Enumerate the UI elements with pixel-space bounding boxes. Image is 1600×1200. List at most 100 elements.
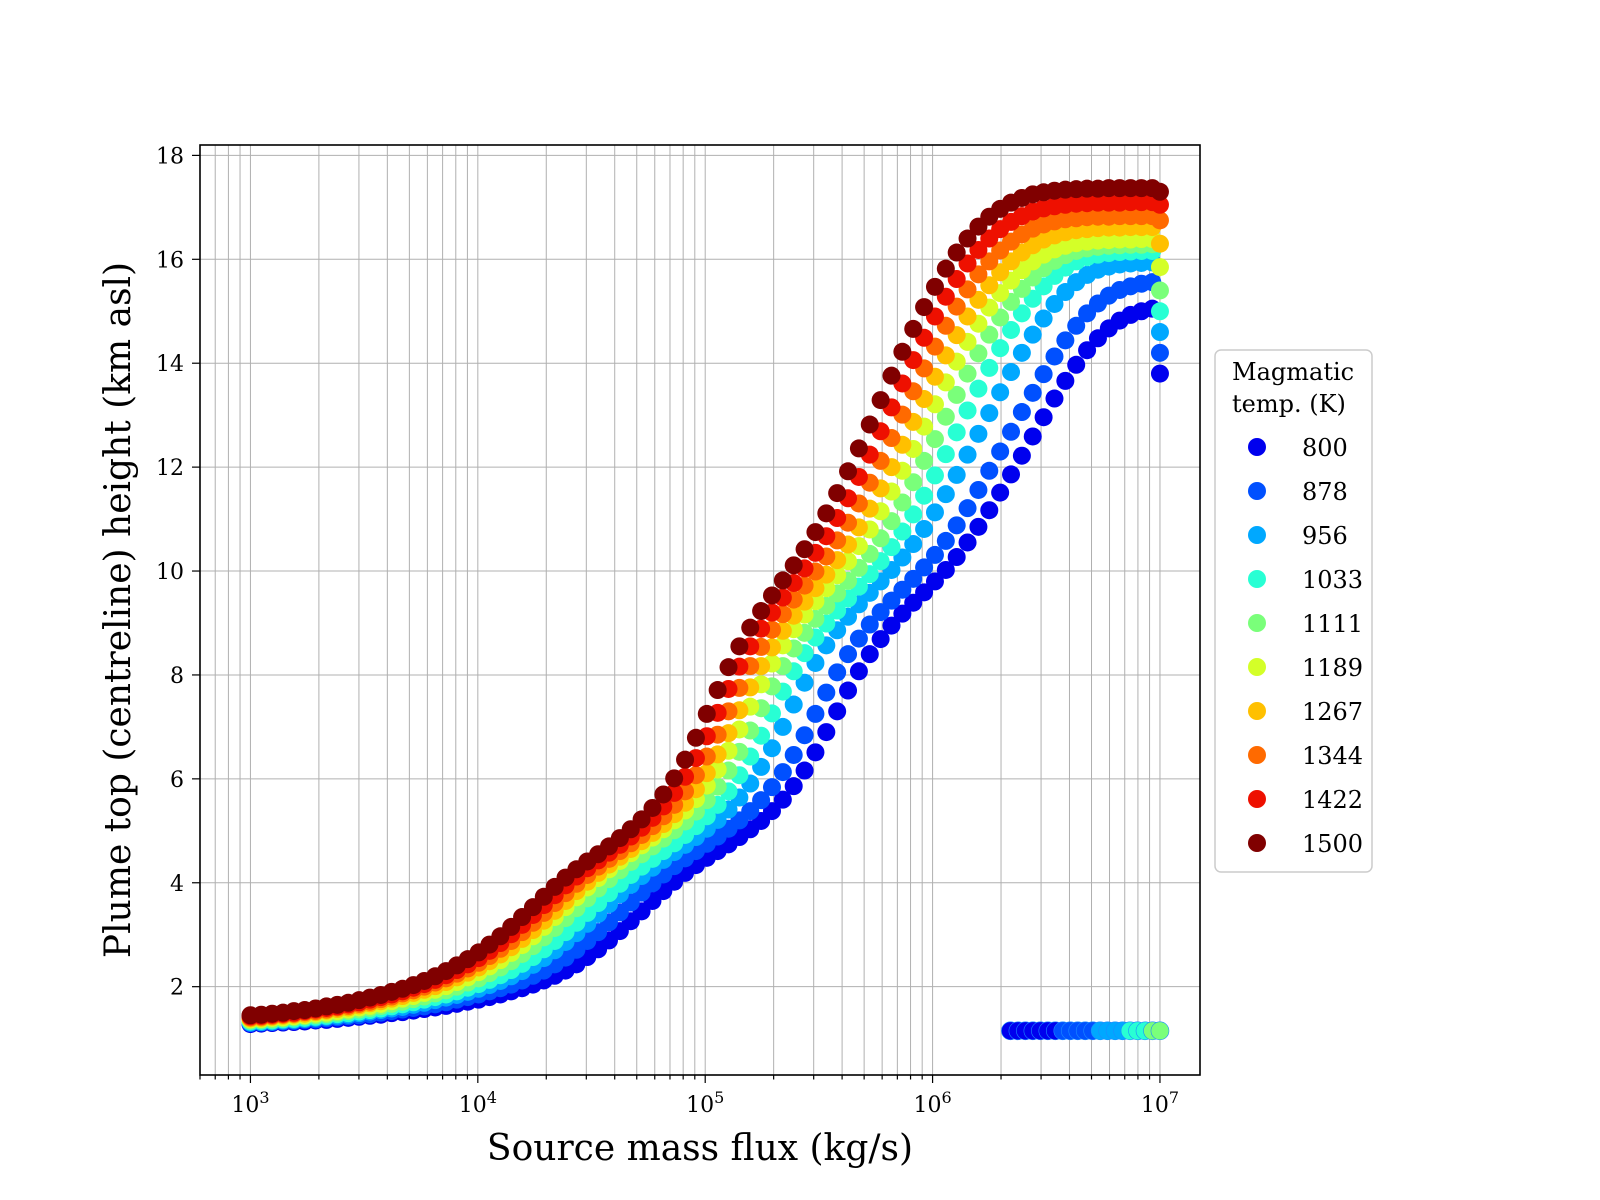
x-tick-label: 104 [459, 1088, 497, 1118]
data-point [1150, 195, 1169, 214]
x-tick-label: 107 [1141, 1088, 1179, 1118]
data-point [1150, 364, 1169, 383]
y-tick-label: 2 [170, 976, 184, 1001]
legend-label: 1033 [1302, 566, 1363, 594]
data-point [784, 777, 803, 796]
data-point [686, 728, 705, 747]
data-point [1023, 325, 1042, 344]
data-point [904, 535, 923, 554]
data-point [817, 683, 836, 702]
legend-title-line-1: Magmatic [1232, 358, 1354, 386]
data-point [784, 695, 803, 714]
legend-label: 1111 [1302, 610, 1363, 638]
data-point [773, 717, 792, 736]
data-point [839, 645, 858, 664]
data-point [925, 545, 944, 564]
data-point [1012, 446, 1031, 465]
data-point [882, 366, 901, 385]
data-point [1150, 258, 1169, 277]
data-point [817, 504, 836, 523]
series-1500 [241, 179, 1169, 1025]
data-point [991, 383, 1010, 402]
data-point [1045, 347, 1064, 366]
data-point [1023, 383, 1042, 402]
legend-label: 1189 [1302, 654, 1363, 682]
data-point [969, 265, 988, 284]
data-point [947, 423, 966, 442]
legend-marker-1344 [1248, 746, 1266, 764]
data-point [1150, 211, 1169, 230]
data-point [1150, 234, 1169, 253]
scatter-points [241, 179, 1170, 1041]
data-point [817, 723, 836, 742]
data-point [795, 726, 814, 745]
data-point [665, 769, 684, 788]
y-tick-label: 16 [156, 248, 184, 273]
legend-marker-800 [1248, 438, 1266, 456]
data-point [741, 618, 760, 637]
y-tick-label: 6 [170, 768, 184, 793]
legend-label: 956 [1302, 522, 1348, 550]
data-point [806, 523, 825, 542]
data-point [773, 790, 792, 809]
data-point [1150, 343, 1169, 362]
legend-marker-956 [1248, 526, 1266, 544]
data-point [762, 586, 781, 605]
data-point [1012, 403, 1031, 422]
data-point [936, 259, 955, 278]
data-point [762, 778, 781, 797]
data-point [871, 630, 890, 649]
legend-label: 800 [1302, 434, 1348, 462]
legend-marker-878 [1248, 482, 1266, 500]
data-point [893, 342, 912, 361]
legend-marker-1189 [1248, 658, 1266, 676]
data-point [1002, 422, 1021, 441]
y-tick-label: 14 [156, 352, 184, 377]
data-point [730, 637, 749, 656]
data-point [958, 499, 977, 518]
y-axis-ticks: 2 4 6 8 10 12 14 16 18 [156, 144, 200, 1001]
data-point [980, 276, 999, 295]
data-point [806, 743, 825, 762]
data-point [849, 629, 868, 648]
data-point [936, 531, 955, 550]
legend-marker-1111 [1248, 614, 1266, 632]
data-point [925, 466, 944, 485]
legend-label: 1267 [1302, 698, 1363, 726]
data-point [947, 548, 966, 567]
data-point [969, 344, 988, 363]
data-point [762, 802, 781, 821]
data-point [991, 442, 1010, 461]
data-point [925, 572, 944, 591]
data-point [1067, 355, 1086, 374]
data-point [969, 424, 988, 443]
low-branch-points [1001, 1021, 1170, 1041]
data-point [936, 560, 955, 579]
data-point [893, 580, 912, 599]
data-point [915, 298, 934, 317]
legend-marker-1500 [1248, 834, 1266, 852]
data-point [849, 662, 868, 681]
legend-label: 878 [1302, 478, 1348, 506]
data-point [936, 407, 955, 426]
data-point [969, 517, 988, 536]
x-axis-ticks: 103 104 105 106 107 [199, 1075, 1179, 1118]
data-point [1045, 389, 1064, 408]
data-point [1002, 465, 1021, 484]
data-point [632, 810, 651, 829]
data-point [893, 604, 912, 623]
grid [199, 145, 1200, 1075]
data-point [860, 645, 879, 664]
data-point [882, 591, 901, 610]
data-point [828, 663, 847, 682]
data-point [828, 702, 847, 721]
legend: Magmatic temp. (K) 800 878 956 1033 1111 1189… [1214, 349, 1373, 873]
data-point [828, 484, 847, 503]
x-axis-label: Source mass flux (kg/s) [487, 1128, 913, 1169]
data-point [980, 461, 999, 480]
data-point [991, 483, 1010, 502]
data-point [1002, 363, 1021, 382]
y-axis-label: Plume top (centreline) height (km asl) [98, 262, 139, 958]
data-point [936, 485, 955, 504]
data-point [1034, 365, 1053, 384]
